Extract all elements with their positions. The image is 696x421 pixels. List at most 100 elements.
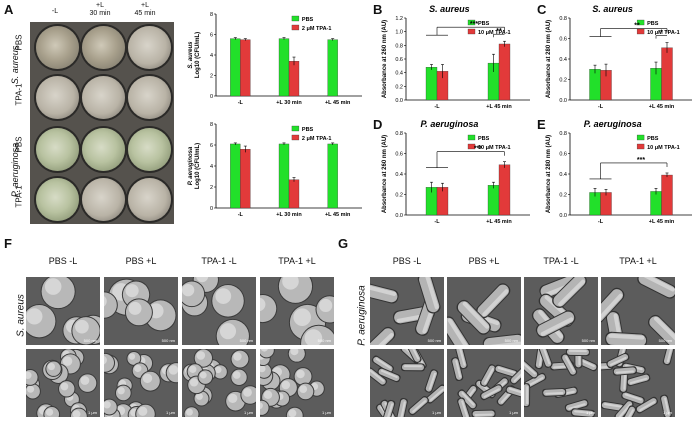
scale-bar-label: 1 μm [166, 410, 175, 415]
legend-label: PBS [478, 136, 490, 142]
panel-label-d: D [373, 117, 383, 132]
legend-swatch [467, 28, 476, 35]
legend-label: PBS [302, 127, 314, 133]
y-tick-label: 0.0 [559, 213, 567, 219]
y-tick-label: 0.2 [395, 84, 403, 90]
y-tick-label: 0.4 [395, 172, 403, 178]
x-tick-label: +L 45 min [649, 104, 675, 110]
petri-dish-r2-c1 [82, 128, 125, 171]
scale-bar-label: 1 μm [322, 410, 331, 415]
panel-label-b: B [373, 2, 383, 17]
legend-swatch [291, 24, 300, 31]
row-label-a-3: TPA-1 [14, 185, 24, 208]
y-tick-label: 1.2 [395, 16, 403, 22]
y-tick-label: 0.2 [559, 78, 567, 84]
legend-swatch [291, 125, 300, 132]
legend-label: PBS [647, 136, 659, 142]
chart-title: S. aureus [592, 4, 633, 14]
row-label-a-1: TPA-1 [14, 83, 24, 106]
colhdr-a-1: +L 30 min [89, 2, 111, 17]
y-tick-label: 0.8 [395, 43, 403, 49]
bar-2mtpa1-1 [288, 179, 300, 209]
legend-label: PBS [478, 21, 490, 27]
bar-pbs-0 [230, 143, 241, 209]
scale-bar-label: 500 nm [427, 338, 441, 343]
significance-label: *** [470, 21, 478, 28]
y-axis-label: S. aureus [188, 41, 194, 69]
sem-image-r0-c3: 500 nm [260, 277, 334, 345]
legend-label: 10 μM TPA-1 [647, 30, 680, 36]
bar-pbs-0 [230, 38, 241, 97]
y-tick-label: 0.6 [559, 37, 567, 43]
scale-bar-label: 500 nm [161, 338, 175, 343]
y-tick-label: 0.2 [395, 193, 403, 199]
scale-bar-label: 1 μm [663, 410, 672, 415]
petri-dish-r0-c2 [128, 26, 171, 69]
y-tick-label: 0 [210, 206, 213, 212]
x-tick-label: +L 45 min [325, 212, 351, 218]
y-tick-label: 0.8 [559, 131, 567, 137]
sem-image-r1-c2: 1 μm [182, 349, 256, 417]
bar-pbs-0 [589, 69, 601, 101]
significance-label: *** [637, 157, 645, 164]
sem-col-header: PBS +L [125, 256, 157, 266]
sem-col-header: PBS +L [468, 256, 500, 266]
y-tick-label: 0.8 [395, 131, 403, 137]
x-tick-label: +L 45 min [649, 219, 675, 225]
bar-pbs-1 [487, 185, 500, 216]
legend-swatch [291, 15, 300, 22]
bar-2mtpa1-1 [288, 61, 300, 97]
scale-bar-label: 500 nm [581, 338, 595, 343]
y-tick-label: 0.6 [559, 152, 567, 158]
legend-label: PBS [302, 17, 314, 23]
panel-label-g: G [338, 236, 349, 251]
species-label-f: S. aureus [15, 294, 27, 337]
x-tick-label: -L [238, 212, 244, 218]
chart-title: S. aureus [429, 4, 470, 14]
sem-image-r1-c3: 1 μm [601, 349, 675, 417]
x-tick-label: -L [238, 100, 244, 106]
scale-bar-label: 500 nm [83, 338, 97, 343]
chart-b: S. aureus 0.0 0.2 0.4 0.6 0.8 1.0 1.2 Absorbance… [382, 4, 530, 110]
y-axis-label: P. aeruginosa [188, 146, 194, 185]
y-tick-label: 4 [210, 53, 213, 59]
scale-bar-label: 1 μm [586, 410, 595, 415]
scale-bar-label: 500 nm [317, 338, 331, 343]
petri-dish-r3-c2 [128, 178, 171, 221]
legend-label: PBS [647, 21, 659, 27]
x-tick-label: +L 45 min [486, 104, 512, 110]
legend-swatch [636, 143, 645, 150]
chart-d: P. aeruginosa 0.0 0.2 0.4 0.6 0.8 Absorbance a… [382, 119, 530, 225]
panel-label-e: E [537, 117, 546, 132]
petri-dish-r1-c2 [128, 76, 171, 119]
significance-label: ** [496, 28, 502, 35]
bar-pbs-1 [278, 143, 290, 209]
y-tick-label: 2 [210, 74, 213, 80]
legend-swatch [291, 134, 300, 141]
significance-label: ** [634, 23, 640, 30]
sem-image-r1-c1: 1 μm [104, 349, 178, 417]
chart-a-bottom: 0 2 4 6 8 P. aeruginosa Log10 (CFU/mL) -L +L 30 … [188, 122, 362, 218]
y-axis-label: Log10 (CFU/mL) [195, 143, 201, 189]
legend-label: 10 μM TPA-1 [478, 145, 511, 151]
legend-swatch [467, 143, 476, 150]
legend-swatch [467, 19, 476, 26]
y-tick-label: 0.4 [559, 172, 567, 178]
petri-dish-r1-c0 [36, 76, 79, 119]
sem-image-r0-c2: 500 nm [524, 277, 598, 345]
bar-pbs-2 [327, 143, 338, 209]
bar-10mtpa1-1 [661, 47, 673, 101]
sem-image-r1-c2: 1 μm [524, 349, 598, 417]
y-tick-label: 2 [210, 185, 213, 191]
chart-a-top: 0 2 4 6 8 S. aureus Log10 (CFU/mL) -L +L 30 min +… [188, 12, 362, 106]
scale-bar-label: 500 nm [239, 338, 253, 343]
bar-2mtpa1-0 [240, 149, 251, 209]
y-tick-label: 8 [210, 12, 213, 18]
x-tick-label: -L [434, 219, 440, 225]
legend-label: 10 μM TPA-1 [478, 30, 511, 36]
bar-10mtpa1-0 [600, 192, 612, 216]
petri-dish-r1-c1 [82, 76, 125, 119]
y-axis-label: Absorbance at 260 nm (AU) [382, 135, 388, 213]
sem-col-header: PBS -L [392, 256, 422, 266]
sem-col-header: TPA-1 -L [201, 256, 237, 266]
